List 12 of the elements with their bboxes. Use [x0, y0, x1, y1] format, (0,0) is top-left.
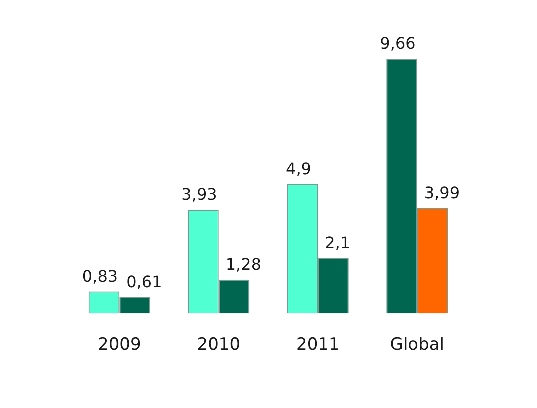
x-tick-label: 2010 — [197, 335, 241, 356]
data-label: 4,9 — [286, 160, 312, 179]
data-label: 3,99 — [424, 184, 460, 203]
x-tick-label: 2009 — [98, 335, 142, 356]
data-label: 0,83 — [82, 266, 118, 286]
data-label: 2,1 — [325, 233, 351, 252]
data-label: 9,66 — [380, 34, 416, 54]
data-label: 3,93 — [182, 185, 218, 204]
x-tick-label: 2011 — [296, 335, 340, 356]
data-label: 1,28 — [226, 255, 262, 274]
data-label: 0,61 — [126, 272, 162, 292]
x-tick-label: Global — [390, 335, 444, 356]
